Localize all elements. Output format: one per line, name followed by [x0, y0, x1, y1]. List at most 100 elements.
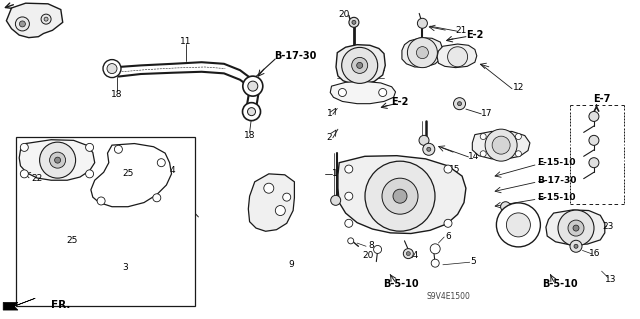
Circle shape: [458, 102, 461, 106]
Circle shape: [444, 165, 452, 173]
Polygon shape: [402, 38, 443, 67]
Circle shape: [86, 170, 93, 178]
Circle shape: [480, 151, 486, 157]
Circle shape: [480, 134, 486, 139]
Circle shape: [454, 98, 465, 110]
Circle shape: [419, 135, 429, 145]
Text: 16: 16: [589, 249, 601, 258]
Text: 6: 6: [445, 232, 451, 241]
Circle shape: [41, 14, 51, 24]
Circle shape: [50, 152, 65, 168]
Circle shape: [497, 203, 540, 247]
Text: 2: 2: [327, 133, 332, 142]
Text: 12: 12: [513, 83, 524, 92]
Text: 13: 13: [605, 275, 617, 284]
Circle shape: [558, 210, 594, 246]
Circle shape: [393, 189, 407, 203]
Text: B-17-30: B-17-30: [275, 51, 317, 61]
Polygon shape: [338, 156, 466, 234]
Circle shape: [574, 244, 578, 248]
Polygon shape: [248, 174, 294, 231]
Polygon shape: [19, 140, 95, 180]
Circle shape: [275, 205, 285, 216]
Circle shape: [345, 219, 353, 227]
Text: 3: 3: [122, 263, 127, 272]
Circle shape: [248, 108, 255, 116]
Circle shape: [515, 151, 522, 157]
Text: 21: 21: [455, 26, 467, 35]
Text: B-5-10: B-5-10: [542, 279, 578, 289]
Text: 22: 22: [31, 174, 43, 183]
Text: 25: 25: [66, 236, 77, 245]
Text: E-7: E-7: [593, 94, 611, 104]
Text: 8: 8: [369, 241, 374, 250]
Circle shape: [352, 20, 356, 24]
Circle shape: [157, 159, 165, 167]
Circle shape: [379, 88, 387, 97]
Polygon shape: [336, 45, 385, 85]
Circle shape: [444, 219, 452, 227]
Circle shape: [349, 17, 359, 27]
Text: E-15-10: E-15-10: [538, 193, 576, 202]
Circle shape: [243, 103, 260, 121]
Circle shape: [430, 244, 440, 254]
Circle shape: [339, 88, 346, 97]
Text: S9V4E1500: S9V4E1500: [426, 292, 470, 301]
Text: B-5-10: B-5-10: [383, 279, 419, 289]
Text: 1: 1: [327, 109, 332, 118]
Text: 7: 7: [503, 206, 508, 215]
Circle shape: [417, 18, 428, 28]
Circle shape: [352, 57, 368, 73]
Circle shape: [40, 142, 76, 178]
Circle shape: [264, 183, 274, 193]
Text: 15: 15: [449, 165, 460, 174]
Circle shape: [342, 48, 378, 83]
Text: E-2: E-2: [391, 97, 409, 107]
Text: 14: 14: [468, 152, 479, 161]
Text: 5: 5: [471, 257, 476, 266]
Circle shape: [15, 17, 29, 31]
Circle shape: [243, 76, 263, 96]
Circle shape: [356, 63, 363, 68]
Circle shape: [589, 158, 599, 168]
Circle shape: [492, 136, 510, 154]
Circle shape: [331, 195, 340, 205]
Polygon shape: [91, 144, 172, 207]
Circle shape: [589, 111, 599, 122]
Circle shape: [485, 129, 517, 161]
Circle shape: [570, 240, 582, 252]
Circle shape: [283, 193, 291, 201]
Circle shape: [348, 238, 354, 244]
Circle shape: [345, 165, 353, 173]
Circle shape: [589, 135, 599, 145]
Circle shape: [153, 194, 161, 202]
Circle shape: [20, 170, 28, 178]
Circle shape: [506, 213, 531, 237]
Polygon shape: [472, 131, 530, 159]
Circle shape: [573, 225, 579, 231]
Text: 20: 20: [362, 251, 374, 260]
Polygon shape: [3, 298, 35, 310]
Circle shape: [248, 81, 258, 91]
Text: FR.: FR.: [51, 300, 70, 310]
Text: 11: 11: [180, 37, 191, 46]
Polygon shape: [437, 44, 477, 68]
Text: 24: 24: [407, 251, 419, 260]
Circle shape: [97, 197, 105, 205]
Text: B-17-30: B-17-30: [537, 176, 577, 185]
Text: 10: 10: [493, 136, 505, 145]
Circle shape: [403, 249, 413, 259]
Text: 9: 9: [289, 260, 294, 269]
Text: 25: 25: [122, 169, 134, 178]
Polygon shape: [330, 81, 396, 104]
Polygon shape: [16, 137, 195, 306]
Circle shape: [500, 202, 511, 212]
Circle shape: [345, 192, 353, 200]
Text: 23: 23: [602, 222, 614, 231]
Circle shape: [86, 143, 93, 152]
Circle shape: [44, 17, 48, 21]
Text: 19: 19: [332, 169, 343, 178]
Circle shape: [568, 220, 584, 236]
Text: 18: 18: [111, 90, 123, 99]
Circle shape: [19, 21, 26, 27]
